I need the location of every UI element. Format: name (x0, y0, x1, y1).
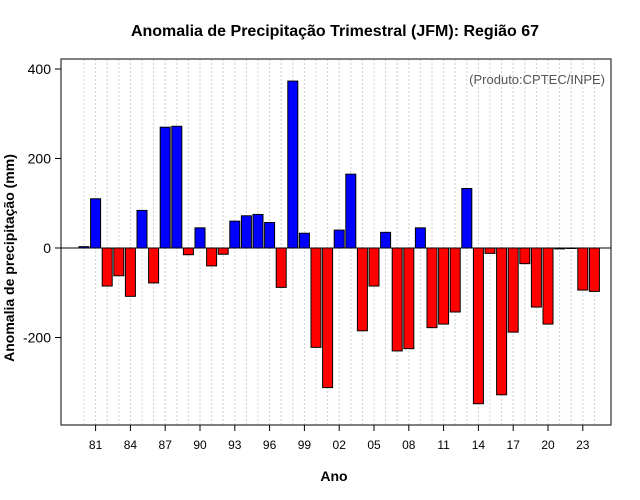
bar-1995 (252, 213, 264, 249)
bar-1993 (229, 220, 241, 249)
x-tick-label: 20 (541, 438, 555, 452)
x-tick-label: 14 (472, 438, 486, 452)
bar-1984 (124, 247, 136, 297)
x-tick-label: 90 (193, 438, 207, 452)
bar-1992 (217, 247, 229, 255)
bar-2002 (333, 229, 345, 249)
x-tick-label: 17 (507, 438, 521, 452)
y-tick-label: 200 (28, 151, 52, 167)
x-tick-label: 93 (228, 438, 242, 452)
bar-2010 (426, 247, 438, 329)
x-tick-label: 23 (576, 438, 590, 452)
x-tick-label: 87 (159, 438, 173, 452)
bar-1987 (159, 126, 171, 249)
plot-frame (60, 58, 612, 426)
bar-1996 (264, 221, 276, 249)
bar-2016 (496, 247, 508, 396)
x-axis: 81 84 87 90 93 96 99 02 05 08 11 14 17 20 23 (89, 425, 590, 452)
product-credit: (Produto:CPTEC/INPE) (469, 72, 605, 87)
bar-2007 (391, 247, 403, 352)
bar-2015 (484, 247, 496, 254)
bar-2006 (380, 231, 392, 249)
bar-2012 (449, 247, 461, 313)
x-tick-label: 05 (367, 438, 381, 452)
bar-1990 (194, 227, 206, 249)
y-tick-label: 400 (28, 61, 52, 77)
bar-1986 (148, 247, 160, 284)
bar-2005 (368, 247, 380, 287)
y-tick-label: -200 (23, 330, 51, 346)
bar-2017 (507, 247, 519, 333)
bar-1988 (171, 125, 183, 249)
bar-2011 (438, 247, 450, 325)
y-axis: -200 0 200 400 (23, 61, 61, 346)
bar-1994 (240, 215, 252, 249)
x-tick-label: 02 (333, 438, 347, 452)
chart-title: Anomalia de Precipitação Trimestral (JFM… (131, 23, 539, 40)
bar-2001 (322, 247, 334, 389)
bar-2020 (542, 247, 554, 325)
y-tick-label: 0 (43, 240, 51, 256)
bar-1983 (113, 247, 125, 277)
x-tick-label: 08 (402, 438, 416, 452)
x-tick-label: 11 (437, 438, 450, 452)
bar-2018 (519, 247, 531, 265)
x-tick-label: 84 (124, 438, 138, 452)
bar-2013 (461, 187, 473, 249)
bar-2008 (403, 247, 415, 350)
bar-2019 (530, 247, 542, 308)
x-tick-label: 96 (263, 438, 277, 452)
bar-1997 (275, 247, 287, 288)
bar-2014 (472, 247, 484, 405)
y-axis-title: Anomalia de precipitação (mm) (1, 154, 17, 362)
bars-layer (78, 80, 600, 405)
bar-2004 (356, 247, 368, 332)
x-tick-label: 81 (89, 438, 103, 452)
bar-1985 (136, 209, 148, 249)
bar-1999 (298, 232, 310, 249)
bar-1991 (206, 247, 218, 267)
bar-1989 (182, 247, 194, 256)
bar-1982 (101, 247, 113, 287)
bar-2009 (414, 227, 426, 249)
x-tick-label: 99 (298, 438, 312, 452)
bar-2023 (577, 247, 589, 291)
bar-2000 (310, 247, 322, 348)
bar-2024 (588, 247, 600, 292)
bar-1998 (287, 80, 299, 249)
x-axis-title: Ano (320, 468, 347, 484)
bar-2003 (345, 173, 357, 249)
bar-1981 (90, 198, 102, 249)
